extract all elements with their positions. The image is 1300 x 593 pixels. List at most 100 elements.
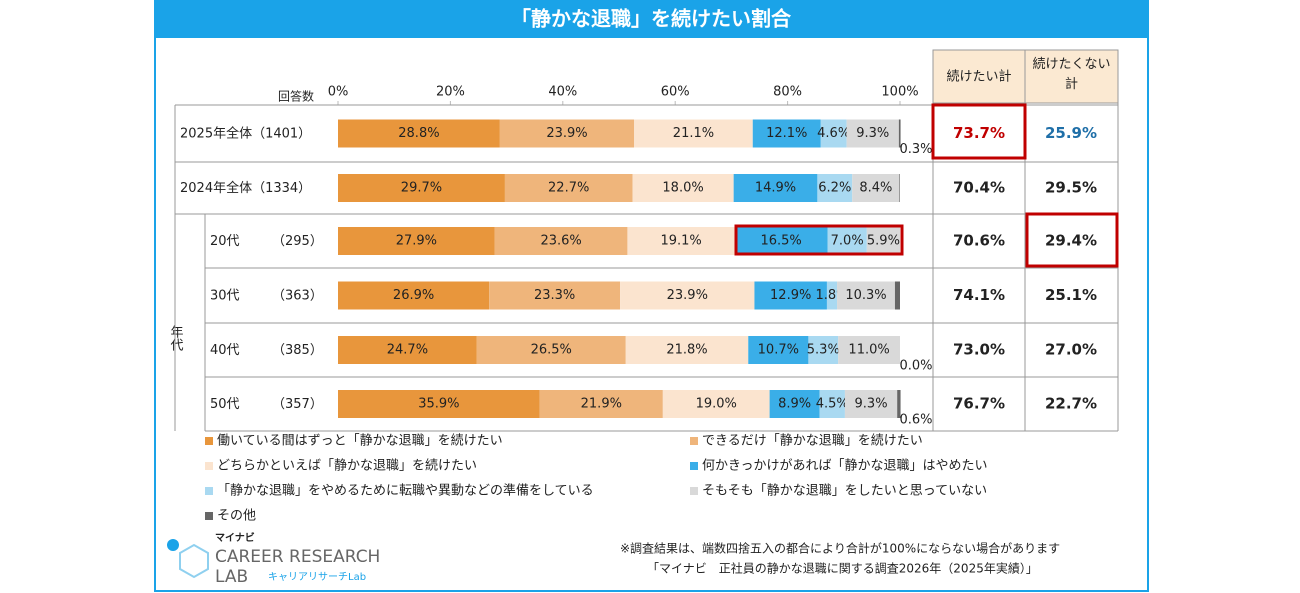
bar-segment [826, 281, 838, 310]
data-label: 4.5% [816, 397, 849, 412]
row-label: 20代 （295） [210, 234, 323, 249]
data-label: 23.3% [534, 288, 575, 303]
legend-swatch [205, 487, 213, 495]
data-label: 8.9% [778, 397, 811, 412]
data-label: 5.9% [867, 234, 900, 249]
bar-segment [499, 119, 635, 148]
total-header: 続けたくない計 [1032, 57, 1111, 92]
bar-segment [748, 336, 809, 364]
bar-segment [837, 281, 895, 310]
bar-segment [632, 174, 734, 202]
count-header: 回答数 [278, 89, 314, 104]
total-value: 27.0% [1045, 341, 1097, 359]
legend-swatch [690, 437, 698, 445]
bar-segment [846, 119, 899, 148]
bar-segment [634, 119, 753, 148]
total-value: 74.1% [953, 286, 1005, 304]
row-label: 30代 （363） [210, 288, 323, 303]
logo-brand: マイナビ [215, 531, 255, 544]
data-label: 0.3% [899, 142, 932, 157]
data-label: 26.9% [393, 288, 434, 303]
bar-segment [662, 390, 770, 418]
legend-swatch [205, 462, 213, 470]
legend-label: その他 [217, 509, 256, 524]
bar-segment [338, 281, 490, 310]
bar-segment [338, 227, 495, 255]
row-label: 50代 （357） [210, 397, 323, 412]
total-value: 22.7% [1045, 395, 1097, 413]
total-value: 70.4% [953, 179, 1005, 197]
total-value: 76.7% [953, 395, 1005, 413]
bar-segment [504, 174, 633, 202]
total-value: 25.9% [1045, 124, 1097, 142]
data-label: 10.3% [845, 288, 886, 303]
bar-segment [338, 390, 540, 418]
table-header [932, 49, 1026, 104]
table-header [1024, 49, 1119, 104]
bar-segment [489, 281, 621, 310]
bar-segment [769, 390, 820, 418]
data-label: 16.5% [760, 234, 801, 249]
bar-segment [494, 227, 628, 255]
category: 30代 [210, 288, 240, 303]
row-label: 2025年全体（1401） [180, 125, 311, 141]
logo-cube [179, 543, 209, 579]
total-value: 70.6% [953, 232, 1005, 250]
count: （385） [272, 343, 323, 358]
row-label: 40代 （385） [210, 343, 323, 358]
data-label: 9.3% [856, 126, 889, 141]
bar-segment [754, 281, 827, 310]
x-tick-label: 0% [328, 85, 349, 100]
category: 2025年全体 [180, 125, 252, 141]
total-value: 73.7% [953, 124, 1005, 142]
bar-segment [808, 336, 839, 364]
data-label: 19.1% [660, 234, 701, 249]
bar-segment [899, 174, 900, 202]
data-label: 23.9% [667, 288, 708, 303]
data-label: 35.9% [418, 397, 459, 412]
x-tick-label: 40% [548, 85, 577, 100]
data-label: 0.6% [899, 413, 932, 428]
data-label: 18.0% [662, 181, 703, 196]
data-label: 11.0% [848, 343, 889, 358]
data-label: 24.7% [387, 343, 428, 358]
bar-segment [838, 336, 900, 364]
data-label: 19.0% [696, 397, 737, 412]
row-label: 2024年全体（1334） [180, 180, 311, 196]
legend-swatch [205, 437, 213, 445]
bar-segment [338, 174, 505, 202]
bar-segment [852, 174, 900, 202]
count: （295） [272, 234, 323, 249]
bar-segment [817, 174, 853, 202]
count: （1401） [252, 126, 311, 141]
x-tick-label: 20% [436, 85, 465, 100]
footnote: ※調査結果は、端数四捨五入の都合により合計が100%にならない場合があります [620, 541, 1060, 556]
count: （363） [272, 288, 323, 303]
legend-swatch [690, 462, 698, 470]
category: 40代 [210, 343, 240, 358]
bar-segment [819, 390, 845, 418]
data-label: 21.9% [581, 397, 622, 412]
data-label: 12.9% [770, 288, 811, 303]
legend-label: できるだけ「静かな退職」を続けたい [702, 434, 923, 449]
highlight-box [931, 103, 1027, 160]
legend-swatch [205, 512, 213, 520]
source: 「マイナビ 正社員の静かな退職に関する調査2026年（2025年実績）」 [647, 561, 1038, 576]
bar-segment [627, 227, 735, 255]
bar-segment [338, 119, 500, 148]
logo-line2: LAB [215, 567, 248, 587]
logo-line1: CAREER RESEARCH [215, 547, 380, 567]
data-label: 8.4% [859, 181, 892, 196]
total-value: 29.5% [1045, 179, 1097, 197]
bar-segment [894, 281, 900, 310]
bar-segment [898, 119, 901, 148]
bar-segment [539, 390, 663, 418]
count: （357） [272, 397, 323, 412]
data-label: 23.6% [540, 234, 581, 249]
bar-segment [897, 390, 901, 418]
category: 50代 [210, 397, 240, 412]
data-label: 9.3% [855, 397, 888, 412]
bar-segment [620, 281, 755, 310]
